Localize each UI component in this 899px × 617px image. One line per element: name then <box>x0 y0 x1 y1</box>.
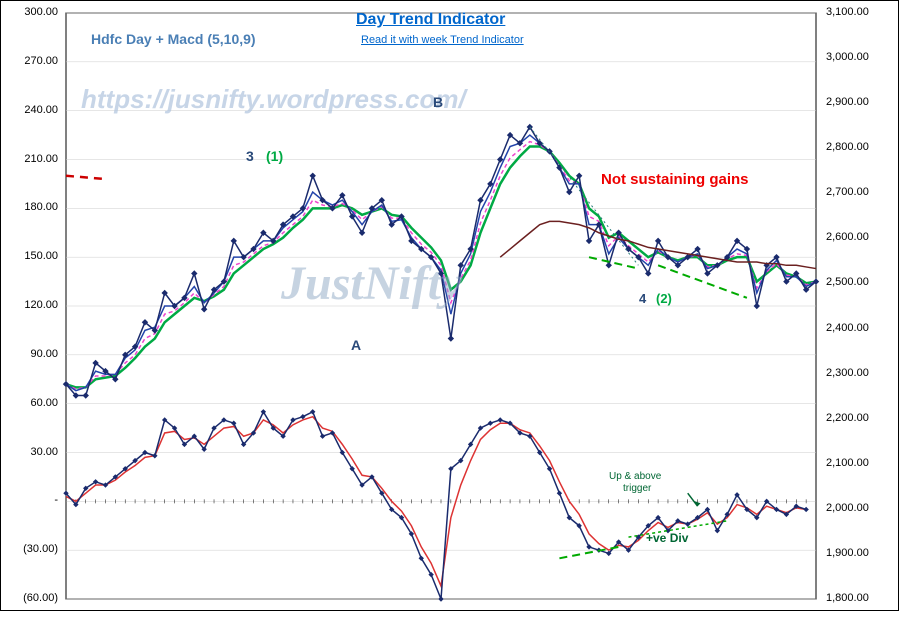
left-axis-tick-label: 240.00 <box>1 104 58 116</box>
left-axis-tick-label: 30.00 <box>1 446 58 458</box>
right-axis-tick-label: 3,000.00 <box>826 51 869 63</box>
left-axis-tick-label: 270.00 <box>1 55 58 67</box>
right-axis-tick-label: 2,700.00 <box>826 186 869 198</box>
left-axis-tick-label: (30.00) <box>1 543 58 555</box>
chart-annotation: +ve Div <box>646 531 688 545</box>
chart-annotation: Not sustaining gains <box>601 171 749 188</box>
left-axis-tick-label: 150.00 <box>1 250 58 262</box>
right-axis-tick-label: 2,900.00 <box>826 96 869 108</box>
legend-label: Hdfc Day + Macd (5,10,9) <box>91 31 256 47</box>
right-axis-tick-label: 2,500.00 <box>826 276 869 288</box>
right-axis-tick-label: 2,400.00 <box>826 322 869 334</box>
left-axis-tick-label: (60.00) <box>1 592 58 604</box>
chart-annotation: (1) <box>266 148 283 164</box>
left-axis-tick-label: 90.00 <box>1 348 58 360</box>
left-axis-tick-label: 180.00 <box>1 201 58 213</box>
left-axis-tick-label: 210.00 <box>1 153 58 165</box>
watermark-url: https://jusnifty.wordpress.com/ <box>81 84 466 115</box>
right-axis-tick-label: 2,200.00 <box>826 412 869 424</box>
right-axis-tick-label: 1,900.00 <box>826 547 869 559</box>
right-axis-tick-label: 2,600.00 <box>826 231 869 243</box>
chart-title: Day Trend Indicator <box>356 11 505 29</box>
chart-subtitle: Read it with week Trend Indicator <box>361 34 524 46</box>
chart-annotation: B <box>433 94 443 110</box>
right-axis-tick-label: 2,000.00 <box>826 502 869 514</box>
chart-container: Day Trend Indicator Read it with week Tr… <box>0 0 899 611</box>
left-axis-tick-label: 120.00 <box>1 299 58 311</box>
chart-annotation: 3 <box>246 148 254 164</box>
left-axis-tick-label: 300.00 <box>1 6 58 18</box>
chart-annotation: A <box>351 337 361 353</box>
right-axis-tick-label: 2,100.00 <box>826 457 869 469</box>
right-axis-tick-label: 3,100.00 <box>826 6 869 18</box>
chart-annotation: trigger <box>623 483 651 494</box>
chart-annotation: Up & above <box>609 471 661 482</box>
right-axis-tick-label: 1,800.00 <box>826 592 869 604</box>
right-axis-tick-label: 2,300.00 <box>826 367 869 379</box>
left-axis-tick-label: - <box>1 494 58 506</box>
right-axis-tick-label: 2,800.00 <box>826 141 869 153</box>
chart-annotation: (2) <box>656 291 672 306</box>
left-axis-tick-label: 60.00 <box>1 397 58 409</box>
chart-annotation: 4 <box>639 291 646 306</box>
watermark-logo: JustNifty <box>281 256 462 311</box>
